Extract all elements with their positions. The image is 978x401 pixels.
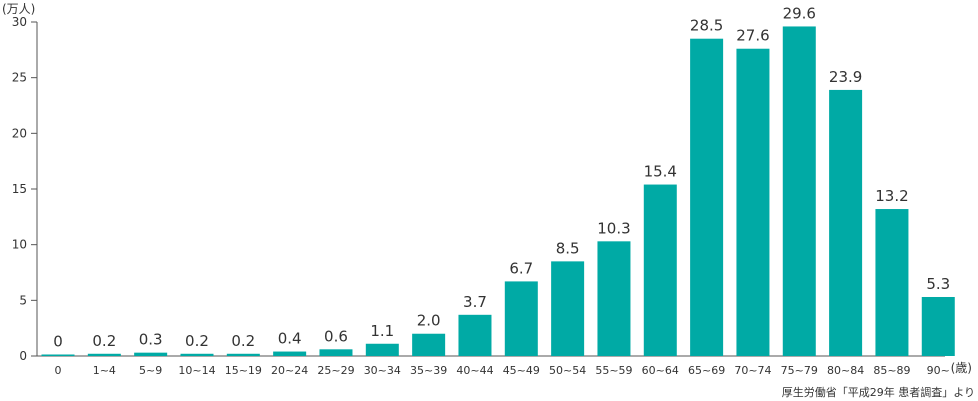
bar bbox=[643, 184, 677, 356]
bar-value-label: 5.3 bbox=[926, 275, 950, 293]
y-tick-label: 30 bbox=[12, 15, 27, 29]
bar bbox=[180, 353, 214, 356]
bar bbox=[273, 351, 307, 356]
bar bbox=[690, 38, 724, 356]
bar bbox=[736, 48, 770, 356]
y-axis-unit: (万人) bbox=[2, 2, 35, 16]
bar bbox=[87, 353, 121, 356]
bar-value-label: 0.2 bbox=[231, 332, 255, 350]
bar bbox=[319, 349, 353, 356]
source-note: 厚生労働省「平成29年 患者調査」より bbox=[782, 385, 975, 399]
x-tick-label: 40~44 bbox=[456, 364, 493, 377]
bar-value-label: 28.5 bbox=[690, 17, 723, 35]
x-tick-label: 80~84 bbox=[827, 364, 864, 377]
bar bbox=[412, 333, 446, 356]
bar-value-label: 3.7 bbox=[463, 293, 487, 311]
bar bbox=[782, 26, 816, 356]
bar-value-label: 13.2 bbox=[875, 187, 908, 205]
y-tick-label: 25 bbox=[12, 71, 27, 85]
bar bbox=[875, 209, 909, 356]
category-labels: 0 1~4 5~9 10~14 15~19 20~24 25~29 30~34 35~39 40~… bbox=[55, 364, 950, 377]
bar bbox=[458, 314, 492, 356]
x-tick-label: 60~64 bbox=[642, 364, 679, 377]
y-tick-label: 15 bbox=[12, 182, 27, 196]
bar-value-label: 8.5 bbox=[556, 239, 580, 257]
y-tick-label: 0 bbox=[19, 349, 27, 363]
bar-value-label: 1.1 bbox=[370, 322, 394, 340]
value-labels: 0 0.2 0.3 0.2 0.2 0.4 0.6 1.1 2.0 3.7 6.7 8.5 10.3 15… bbox=[53, 4, 950, 350]
bar bbox=[134, 352, 168, 356]
x-tick-label: 0 bbox=[55, 364, 62, 377]
x-tick-label: 1~4 bbox=[93, 364, 116, 377]
x-tick-label: 75~79 bbox=[781, 364, 818, 377]
bar bbox=[504, 281, 538, 356]
bar bbox=[921, 296, 955, 356]
x-tick-label: 5~9 bbox=[139, 364, 162, 377]
bar-value-label: 27.6 bbox=[736, 27, 769, 45]
y-tick-label: 20 bbox=[12, 126, 27, 140]
bar-value-label: 0.6 bbox=[324, 327, 348, 345]
bar-value-label: 0 bbox=[53, 333, 63, 351]
x-axis-unit: (歳) bbox=[951, 361, 972, 375]
bar-value-label: 15.4 bbox=[644, 163, 677, 181]
y-tick-label: 10 bbox=[12, 238, 27, 252]
bar-value-label: 23.9 bbox=[829, 68, 862, 86]
bar bbox=[226, 353, 260, 356]
bar bbox=[41, 354, 75, 356]
x-tick-label: 20~24 bbox=[271, 364, 308, 377]
bar-value-label: 0.3 bbox=[139, 331, 163, 349]
bar bbox=[365, 343, 399, 356]
x-tick-label: 55~59 bbox=[595, 364, 632, 377]
x-tick-label: 25~29 bbox=[317, 364, 354, 377]
bar-value-label: 0.2 bbox=[92, 332, 116, 350]
x-tick-label: 50~54 bbox=[549, 364, 586, 377]
x-tick-label: 15~19 bbox=[225, 364, 262, 377]
x-tick-label: 85~89 bbox=[873, 364, 910, 377]
bar bbox=[597, 241, 631, 356]
x-tick-label: 10~14 bbox=[178, 364, 215, 377]
x-tick-label: 70~74 bbox=[734, 364, 771, 377]
bars bbox=[41, 26, 955, 356]
x-tick-label: 35~39 bbox=[410, 364, 447, 377]
bar-value-label: 10.3 bbox=[597, 219, 630, 237]
y-axis-ticks: 0 5 10 15 20 25 30 bbox=[12, 15, 37, 363]
y-tick-label: 5 bbox=[19, 293, 27, 307]
bar-value-label: 2.0 bbox=[417, 312, 441, 330]
x-tick-label: 45~49 bbox=[503, 364, 540, 377]
x-tick-label: 30~34 bbox=[364, 364, 401, 377]
x-tick-label: 90~ bbox=[927, 364, 950, 377]
x-tick-label: 65~69 bbox=[688, 364, 725, 377]
bar-value-label: 6.7 bbox=[509, 259, 533, 277]
bar bbox=[829, 89, 863, 356]
bar bbox=[551, 261, 585, 356]
bar-value-label: 29.6 bbox=[783, 4, 816, 22]
bar-value-label: 0.4 bbox=[278, 330, 302, 348]
bar-value-label: 0.2 bbox=[185, 332, 209, 350]
